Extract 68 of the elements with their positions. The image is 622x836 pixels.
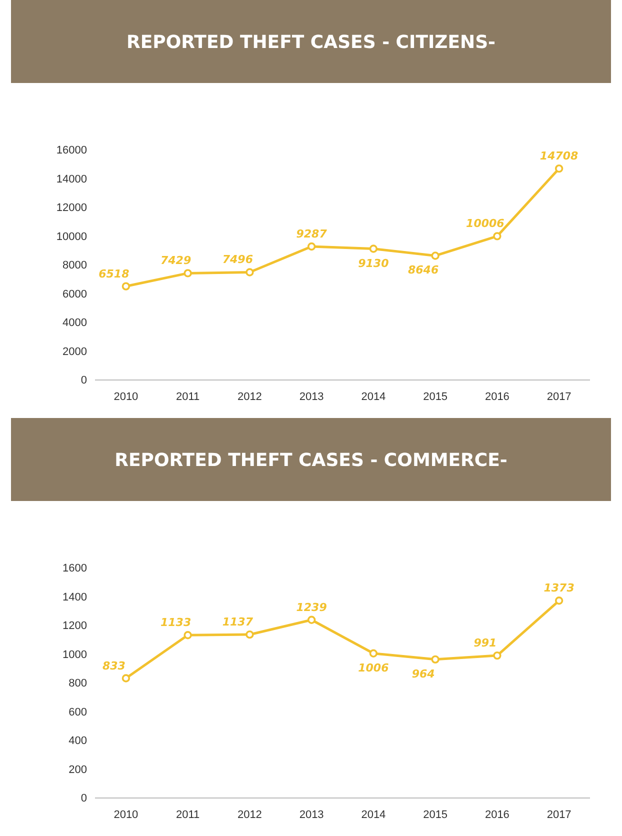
point [554,164,564,173]
point [493,651,502,660]
data-label: 964 [412,667,435,680]
data-label: 1137 [222,616,254,629]
y-tick-label: 1000 [62,648,87,661]
x-tick-label: 2015 [423,390,448,403]
y-tick-label: 1200 [62,620,87,632]
y-tick-label: 0 [80,374,87,387]
x-tick-label: 2012 [237,390,262,403]
x-tick-label: 2010 [114,390,138,403]
point [307,616,316,624]
x-tick-label: 2013 [299,808,324,821]
data-label: 1239 [296,600,328,614]
data-label: 6518 [98,267,130,280]
data-label: 10006 [466,217,505,230]
y-tick-label: 2000 [62,346,87,358]
y-tick-label: 1600 [62,562,87,575]
x-tick-label: 2012 [237,808,262,821]
y-tick-label: 10000 [56,230,87,243]
point [431,252,440,260]
data-label: 833 [102,659,126,672]
chart-title: REPORTED THEFT CASES - CITIZENS- [126,32,496,53]
y-tick-label: 1400 [62,591,87,604]
x-tick-label: 2017 [546,808,572,821]
y-tick-label: 200 [68,764,87,776]
y-tick-label: 16000 [56,144,87,157]
point [122,674,130,682]
point [493,232,502,240]
point [184,631,192,640]
y-tick-label: 600 [68,706,87,718]
point [184,269,192,278]
point [431,655,440,664]
x-tick-label: 2010 [114,808,138,821]
data-label: 1373 [544,582,575,595]
x-tick-label: 2014 [361,390,386,403]
y-tick-label: 4000 [62,317,87,330]
point [307,242,316,251]
y-tick-label: 14000 [56,173,87,186]
point [122,282,130,290]
x-tick-label: 2013 [299,390,324,403]
point [554,596,564,605]
data-label: 991 [474,636,497,650]
x-tick-label: 2011 [176,390,200,403]
data-label: 7496 [222,253,254,266]
chart-title: REPORTED THEFT CASES - COMMERCE- [114,450,508,471]
point [369,244,378,253]
y-tick-label: 12000 [56,202,87,214]
data-label: 1133 [160,616,192,630]
y-tick-label: 0 [80,792,87,805]
y-tick-label: 6000 [62,288,87,300]
data-label: 9287 [296,228,328,240]
x-tick-label: 2015 [423,808,448,821]
y-tick-label: 8000 [62,260,87,272]
x-tick-label: 2014 [361,808,386,821]
data-label: 7429 [160,254,192,268]
x-tick-label: 2016 [484,808,510,821]
x-tick-label: 2016 [484,390,510,403]
point [369,649,378,658]
data-label: 1006 [358,661,390,674]
data-label: 14708 [540,150,579,163]
y-tick-label: 400 [68,735,87,748]
point [246,630,254,639]
point [246,268,254,276]
y-tick-label: 800 [68,678,87,690]
data-label: 8646 [408,264,439,277]
data-label: 9130 [358,256,390,270]
x-tick-label: 2017 [546,390,572,403]
x-tick-label: 2011 [176,808,200,821]
